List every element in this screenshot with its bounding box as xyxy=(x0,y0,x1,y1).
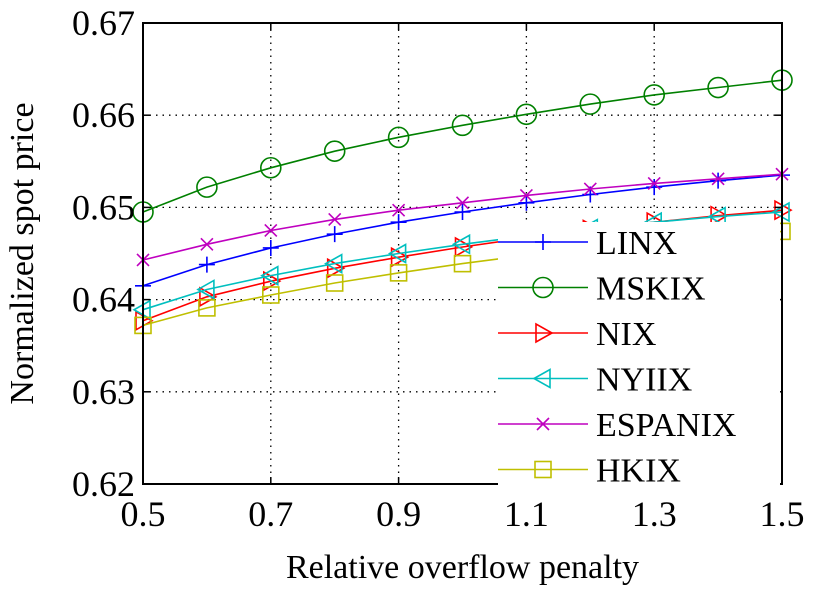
data-point-espanix xyxy=(264,223,278,238)
x-tick-label: 1.3 xyxy=(632,494,677,534)
legend-item-hkix: HKIX xyxy=(498,453,681,490)
data-point-mskix xyxy=(323,140,346,162)
legend-label-nix: NIX xyxy=(596,316,656,353)
data-point-nix xyxy=(454,236,474,258)
data-point-nyiix xyxy=(324,253,343,275)
y-tick-label: 0.62 xyxy=(72,464,135,504)
data-point-espanix xyxy=(647,176,661,190)
data-point-espanix xyxy=(519,188,533,202)
legend-item-linx: LINX xyxy=(498,225,677,262)
y-tick-label: 0.63 xyxy=(72,372,135,412)
y-tick-label: 0.64 xyxy=(72,280,135,320)
data-point-nyiix xyxy=(387,243,407,264)
legend-marker-mskix xyxy=(532,276,554,299)
data-point-mskix xyxy=(643,84,666,106)
x-tick-label: 0.5 xyxy=(121,494,166,534)
data-point-hkix xyxy=(389,264,408,282)
x-tick-label: 0.7 xyxy=(248,494,293,534)
data-point-linx xyxy=(454,204,471,221)
legend-label-nyiix: NYIIX xyxy=(596,362,692,399)
data-point-hkix xyxy=(453,254,472,273)
data-point-linx xyxy=(710,172,727,189)
data-point-linx xyxy=(518,194,535,211)
legend-marker-nyiix xyxy=(532,368,551,389)
data-point-nix xyxy=(199,286,218,308)
data-point-linx xyxy=(326,226,343,243)
x-tick-label: 1.5 xyxy=(760,494,805,534)
data-point-espanix xyxy=(392,203,406,217)
legend-label-espanix: ESPANIX xyxy=(596,407,736,444)
legend-item-nix: NIX xyxy=(498,316,656,353)
series-line-mskix xyxy=(142,79,783,213)
series-layer xyxy=(132,69,793,335)
data-point-linx xyxy=(262,239,279,256)
y-tick-label: 0.65 xyxy=(72,187,135,227)
data-point-nyiix xyxy=(707,206,726,227)
x-tick-label: 0.9 xyxy=(376,494,421,534)
legend-label-hkix: HKIX xyxy=(596,453,681,490)
data-point-espanix xyxy=(200,237,214,251)
legend-marker-espanix xyxy=(536,417,550,431)
data-point-nyiix xyxy=(451,233,471,255)
legend-marker-linx xyxy=(535,234,551,250)
series-mskix xyxy=(132,69,793,223)
data-point-espanix xyxy=(583,182,597,196)
x-axis-title: Relative overflow penalty xyxy=(286,549,639,586)
legend: LINX MSKIX NIX NYIIX ESPANIX HKIX xyxy=(498,222,780,492)
data-point-hkix xyxy=(325,274,344,292)
y-tick-label: 0.66 xyxy=(72,95,135,135)
data-point-nix xyxy=(262,270,282,292)
data-point-mskix xyxy=(707,76,729,99)
data-point-mskix xyxy=(579,93,602,115)
legend-item-nyiix: NYIIX xyxy=(498,362,692,399)
data-point-mskix xyxy=(451,114,474,137)
plot-frame xyxy=(142,22,783,485)
legend-item-espanix: ESPANIX xyxy=(498,407,736,444)
y-tick-label: 0.67 xyxy=(72,3,135,43)
data-point-linx xyxy=(390,214,407,231)
series-line-nyiix xyxy=(142,211,783,311)
legend-item-mskix: MSKIX xyxy=(498,271,706,308)
data-point-hkix xyxy=(198,299,216,317)
data-point-mskix xyxy=(196,176,218,198)
data-point-espanix xyxy=(711,172,725,186)
y-axis-title: Normalized spot price xyxy=(4,102,41,404)
legend-label-linx: LINX xyxy=(596,225,677,262)
series-espanix xyxy=(136,167,789,267)
data-point-linx xyxy=(646,179,663,196)
legend-background xyxy=(498,222,780,492)
x-tick-label: 1.1 xyxy=(504,494,549,534)
data-point-mskix xyxy=(387,126,410,149)
data-point-nyiix xyxy=(196,279,215,300)
data-point-espanix xyxy=(328,212,342,226)
data-point-mskix xyxy=(259,156,282,179)
data-point-espanix xyxy=(455,196,470,210)
legend-marker-nix xyxy=(535,322,554,344)
data-point-linx xyxy=(198,256,215,273)
legend-marker-hkix xyxy=(534,460,552,479)
axis-ticks: 0.5 0.7 0.9 1.1 1.3 1.5 0.62 0.63 0.64 0.65 0.66 0.… xyxy=(72,3,805,534)
data-point-nyiix xyxy=(260,265,279,286)
data-point-mskix xyxy=(515,103,538,126)
legend-label-mskix: MSKIX xyxy=(596,271,706,308)
data-point-hkix xyxy=(261,286,280,304)
